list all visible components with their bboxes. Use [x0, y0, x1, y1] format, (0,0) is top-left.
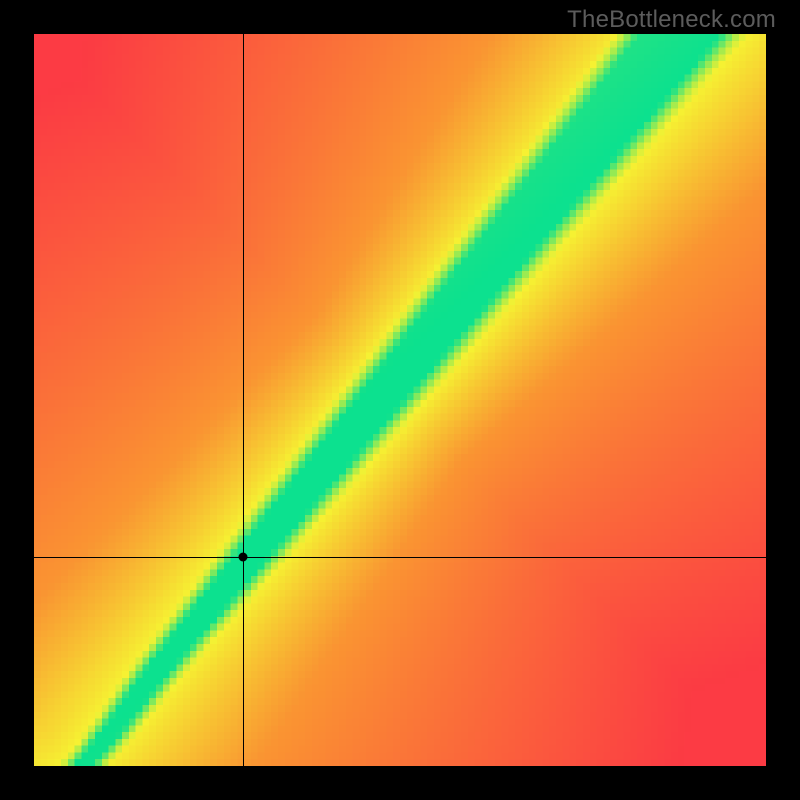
- plot-area: [34, 34, 766, 766]
- data-point-marker: [238, 553, 247, 562]
- chart-container: TheBottleneck.com: [0, 0, 800, 800]
- crosshair-horizontal: [34, 557, 766, 558]
- heatmap-canvas: [34, 34, 766, 766]
- crosshair-vertical: [243, 34, 244, 766]
- watermark-text: TheBottleneck.com: [567, 6, 776, 34]
